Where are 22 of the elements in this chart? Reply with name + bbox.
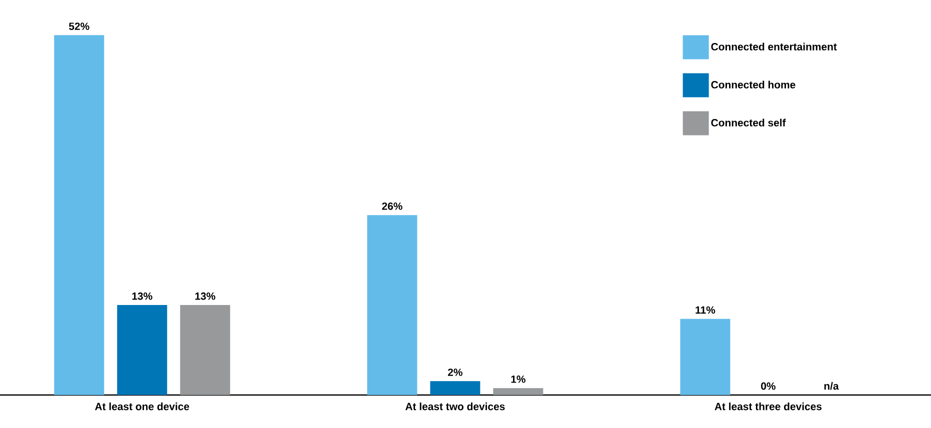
data-label: 52%: [68, 22, 90, 30]
bar: [117, 305, 168, 395]
bar: [180, 305, 230, 395]
x-tick-label: At least two devices: [405, 402, 505, 410]
legend-label: Connected home: [711, 80, 796, 88]
data-label: 26%: [382, 202, 402, 210]
legend-label: Connected entertainment: [711, 42, 837, 50]
x-tick-label: At least one device: [95, 402, 190, 410]
text: n/a: [824, 382, 839, 390]
bar: [680, 318, 730, 395]
data-label: 13%: [132, 292, 152, 300]
bar: [54, 35, 104, 395]
legend-label: Connected self: [711, 118, 786, 126]
bar: [430, 381, 480, 395]
data-label: 11%: [696, 306, 716, 314]
data-label: 1%: [511, 376, 526, 383]
x-tick-label: At least three devices: [714, 402, 822, 410]
bar: [493, 388, 544, 395]
data-label: 0%: [761, 382, 776, 390]
bar: [367, 215, 418, 395]
data-label: 2%: [448, 368, 462, 376]
data-label: 13%: [195, 292, 216, 300]
